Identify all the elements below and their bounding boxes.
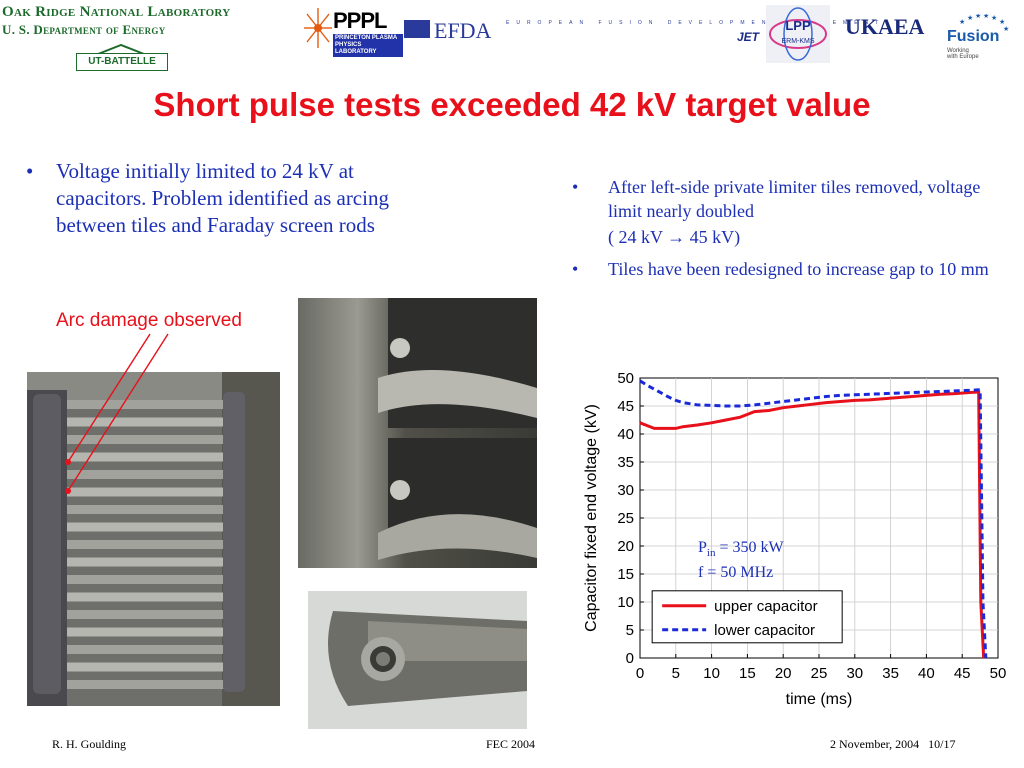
freq-annotation: f = 50 MHz xyxy=(698,564,774,582)
slide-title: Short pulse tests exceeded 42 kV target … xyxy=(153,86,871,123)
faraday-screen-photo xyxy=(27,372,280,706)
y-tick-label: 50 xyxy=(617,370,634,387)
svg-text:★: ★ xyxy=(959,18,965,26)
eu-flag-icon xyxy=(404,20,430,38)
right-bullet-list: • After left-side private limiter tiles … xyxy=(572,175,1012,281)
svg-text:LPP: LPP xyxy=(785,18,811,33)
series-line-lower-capacitor xyxy=(639,379,988,659)
y-tick-label: 35 xyxy=(617,454,634,471)
svg-text:★: ★ xyxy=(975,14,981,20)
voltage-chart-svg: 0 5 10 15 20 25 30 35 40 45 50 0 5 10 15 20 25 30 35 40 45 50… xyxy=(583,370,1007,708)
ornl-name: Oak Ridge National Laboratory xyxy=(2,4,231,20)
lpp-emblem-icon: LPP ERM-KMS xyxy=(766,5,830,63)
fusion-word: Fusion xyxy=(947,28,1000,45)
x-tick-label: 30 xyxy=(846,665,863,682)
lpp-logo: LPP ERM-KMS xyxy=(766,5,830,63)
pppl-name: PPPL xyxy=(333,8,387,33)
doe-name: U. S. Department of Energy xyxy=(2,22,166,37)
x-tick-label: 0 xyxy=(636,665,644,682)
y-tick-label: 5 xyxy=(626,622,634,639)
x-tick-label: 45 xyxy=(954,665,971,682)
y-tick-label: 10 xyxy=(617,594,634,611)
right-bullet-item: • After left-side private limiter tiles … xyxy=(572,175,1012,223)
y-tick-label: 25 xyxy=(617,510,634,527)
pppl-star-icon xyxy=(304,8,332,48)
series-line-upper-capacitor xyxy=(639,390,986,659)
eu-stars-icon: ★ ★ ★ ★ ★ ★★ xyxy=(959,14,1009,33)
x-tick-label: 40 xyxy=(918,665,935,682)
x-tick-label: 25 xyxy=(811,665,828,682)
footer-conference: FEC 2004 xyxy=(486,737,536,751)
svg-text:★: ★ xyxy=(991,14,997,22)
efda-full-name: EUROPEAN FUSION DEVELOPMENT AGREEMENT xyxy=(506,20,886,26)
x-tick-label: 20 xyxy=(775,665,792,682)
tile-end-photo xyxy=(308,591,527,729)
svg-text:★: ★ xyxy=(999,18,1005,26)
bullet-dot: • xyxy=(572,259,579,279)
y-tick-label: 40 xyxy=(617,426,634,443)
right-bullet-item: • Tiles have been redesigned to increase… xyxy=(572,257,1012,281)
fusion-logo: ★ ★ ★ ★ ★ ★ ★ Fusion Working with Europe xyxy=(945,14,1015,62)
x-tick-label: 10 xyxy=(703,665,720,682)
legend-label: lower capacitor xyxy=(714,622,815,639)
left-bullet-list: • Voltage initially limited to 24 kV at … xyxy=(26,158,436,239)
y-tick-label: 45 xyxy=(617,398,634,415)
footer-author: R. H. Goulding xyxy=(52,737,127,751)
y-tick-label: 0 xyxy=(626,650,634,667)
pin-annotation: Pin = 350 kW xyxy=(698,539,784,560)
x-tick-label: 15 xyxy=(739,665,756,682)
arc-damage-label: Arc damage observed xyxy=(56,310,242,331)
chart-annotation: Pin = 350 kW f = 50 MHz xyxy=(698,538,784,582)
pppl-logo: PPPL PRINCETON PLASMA PHYSICS LABORATORY xyxy=(303,6,403,57)
left-bullet-item: • Voltage initially limited to 24 kV at … xyxy=(26,158,436,239)
x-axis-label: time (ms) xyxy=(786,691,853,708)
ut-battelle-logo: UT-BATTELLE xyxy=(76,53,168,71)
voltage-chart: 0 5 10 15 20 25 30 35 40 45 50 0 5 10 15 20 25 30 35 40 45 50… xyxy=(560,362,1010,712)
x-tick-label: 50 xyxy=(990,665,1007,682)
pppl-subtitle: PRINCETON PLASMA PHYSICS LABORATORY xyxy=(333,34,403,57)
bullet-text: After left-side private limiter tiles re… xyxy=(608,177,981,221)
bullet-subtext: ( 24 kV → 45 kV) xyxy=(608,227,741,247)
jet-logo: JET xyxy=(737,30,760,44)
y-tick-label: 20 xyxy=(617,538,634,555)
efda-name: EFDA xyxy=(434,18,492,43)
bullet-text: Voltage initially limited to 24 kV at ca… xyxy=(56,159,389,237)
bullet-text: Tiles have been redesigned to increase g… xyxy=(608,259,989,279)
tile-closeup-photo xyxy=(298,298,537,568)
footer-date-page: 2 November, 2004 10/17 xyxy=(830,737,956,751)
svg-text:ERM-KMS: ERM-KMS xyxy=(781,38,814,45)
ukaea-logo: UKAEA xyxy=(845,14,925,39)
bullet-dot: • xyxy=(26,159,34,183)
ut-battelle-arch-icon xyxy=(97,44,145,54)
x-tick-label: 5 xyxy=(672,665,680,682)
y-tick-label: 30 xyxy=(617,482,634,499)
bullet-dot: • xyxy=(572,177,579,197)
svg-text:★: ★ xyxy=(1003,25,1009,33)
legend-box xyxy=(651,590,843,644)
svg-text:★: ★ xyxy=(983,14,989,20)
legend-label: upper capacitor xyxy=(714,598,817,615)
fusion-tagline: Working with Europe xyxy=(947,48,979,60)
ornl-logo: Oak Ridge National Laboratory U. S. Depa… xyxy=(2,4,300,71)
svg-text:★: ★ xyxy=(967,14,973,22)
x-tick-label: 35 xyxy=(882,665,899,682)
y-axis-label: Capacitor fixed end voltage (kV) xyxy=(583,404,600,632)
y-tick-label: 15 xyxy=(617,566,634,583)
